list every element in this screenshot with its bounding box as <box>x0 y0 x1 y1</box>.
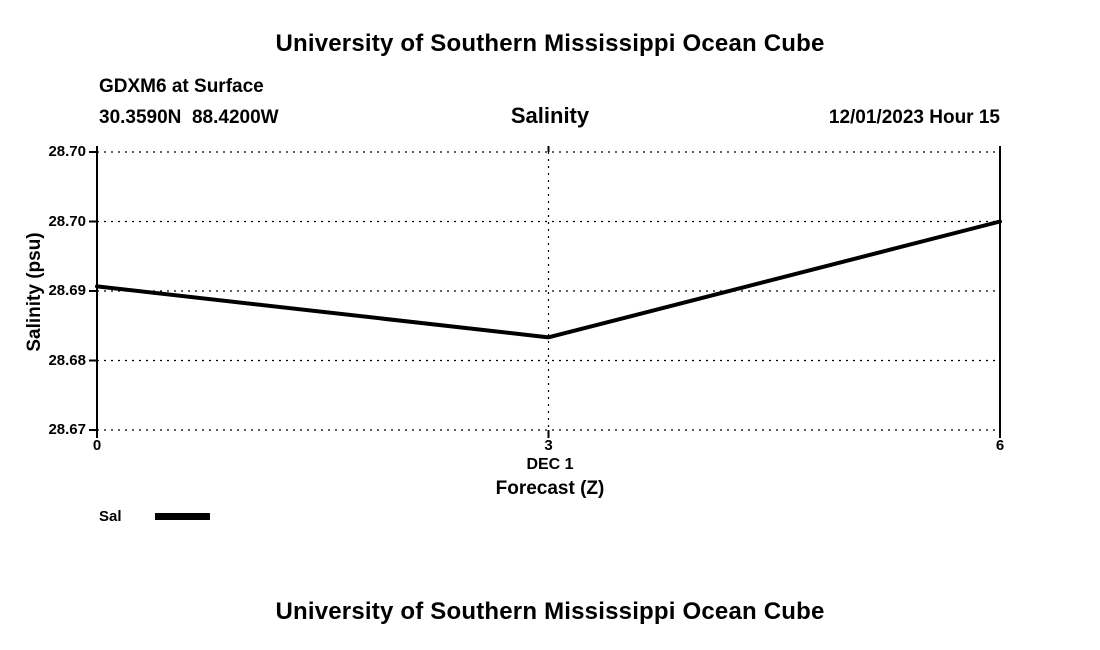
x-tick-label: 6 <box>995 437 1005 454</box>
datetime-label: 12/01/2023 Hour 15 <box>828 107 1000 128</box>
y-tick-label: 28.68 <box>48 351 86 369</box>
station-label: GDXM6 at Surface <box>99 76 264 97</box>
x-axis-label: Forecast (Z) <box>495 478 605 499</box>
coordinates-label: 30.3590N 88.4200W <box>99 107 279 128</box>
x-tick-label: 0 <box>92 437 102 454</box>
y-tick-label: 28.67 <box>48 421 86 438</box>
y-tick-label: 28.69 <box>48 282 86 299</box>
x-axis-date-label: DEC 1 <box>526 456 574 473</box>
legend-label: Sal <box>99 508 122 525</box>
y-tick-label: 28.70 <box>48 143 86 160</box>
legend-line-swatch <box>154 512 210 520</box>
y-tick-label: 28.70 <box>48 212 86 230</box>
legend: Sal <box>99 508 210 526</box>
bottom-title: University of Southern Mississippi Ocean… <box>275 598 825 625</box>
salinity-data-line <box>95 219 1002 340</box>
x-tick-label: 3 <box>544 437 553 454</box>
top-title: University of Southern Mississippi Ocean… <box>275 30 825 57</box>
chart-title: Salinity <box>510 103 590 128</box>
